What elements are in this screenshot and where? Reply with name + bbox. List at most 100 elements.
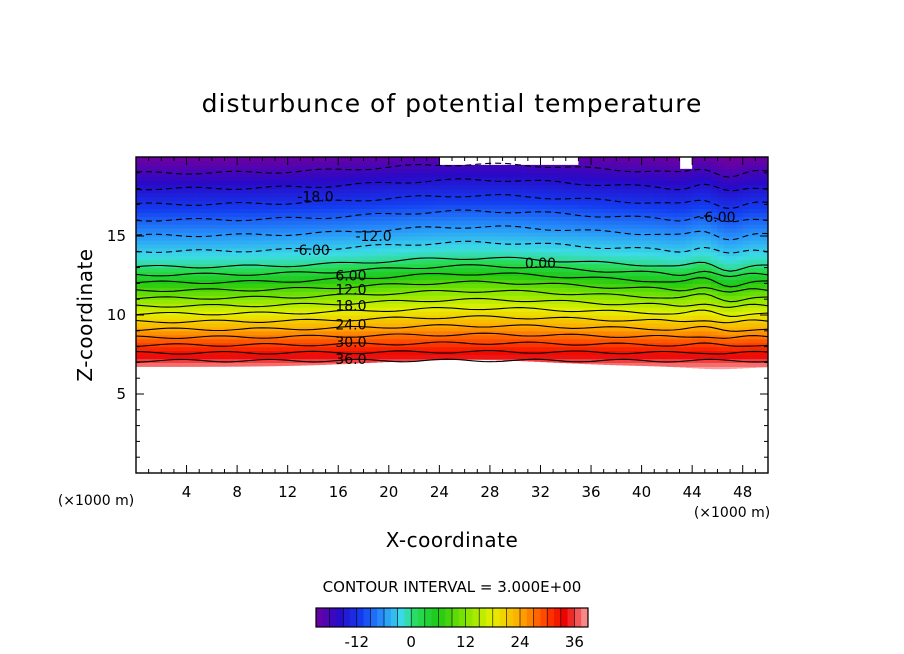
field-cell bbox=[224, 180, 232, 186]
field-cell bbox=[496, 168, 504, 174]
field-cell bbox=[388, 295, 396, 300]
field-cell bbox=[148, 236, 156, 241]
field-cell bbox=[521, 168, 529, 174]
field-cell bbox=[167, 204, 175, 209]
field-cell bbox=[559, 172, 567, 178]
field-cell bbox=[319, 204, 327, 209]
field-cell bbox=[211, 350, 219, 356]
field-cell bbox=[281, 303, 289, 308]
field-cell bbox=[730, 354, 737, 360]
field-cell bbox=[521, 228, 529, 233]
field-cell bbox=[521, 224, 529, 229]
field-cell bbox=[591, 338, 598, 344]
field-cell bbox=[262, 279, 270, 284]
field-cell bbox=[312, 334, 320, 340]
field-cell bbox=[527, 315, 535, 320]
field-cell bbox=[414, 354, 421, 360]
field-cell bbox=[186, 196, 194, 202]
field-cell bbox=[704, 184, 712, 190]
field-cell bbox=[154, 275, 162, 281]
field-cell bbox=[256, 362, 263, 367]
field-cell bbox=[603, 315, 611, 320]
field-cell bbox=[603, 236, 611, 241]
field-cell bbox=[591, 180, 598, 186]
field-cell bbox=[553, 354, 561, 360]
field-cell bbox=[224, 267, 232, 273]
field-cell bbox=[685, 275, 693, 281]
field-cell bbox=[610, 168, 617, 174]
field-cell bbox=[173, 275, 181, 281]
field-cell bbox=[211, 236, 219, 241]
field-cell bbox=[433, 259, 440, 265]
field-cell bbox=[527, 220, 535, 225]
field-cell bbox=[679, 228, 687, 233]
field-cell bbox=[148, 184, 156, 190]
field-cell bbox=[192, 192, 200, 198]
field-cell bbox=[281, 275, 289, 281]
field-cell bbox=[262, 342, 270, 348]
field-cell bbox=[395, 318, 403, 324]
field-cell bbox=[445, 172, 453, 178]
field-cell bbox=[730, 255, 737, 261]
field-cell bbox=[591, 172, 598, 178]
field-cell bbox=[515, 346, 523, 352]
field-cell bbox=[319, 275, 327, 281]
field-cell bbox=[230, 362, 238, 367]
field-cell bbox=[610, 247, 617, 253]
field-cell bbox=[414, 350, 421, 356]
field-cell bbox=[704, 216, 712, 221]
field-cell bbox=[635, 342, 643, 348]
field-cell bbox=[388, 279, 396, 284]
field-cell bbox=[527, 164, 535, 170]
field-cell bbox=[527, 224, 535, 229]
field-cell bbox=[464, 330, 472, 336]
field-cell bbox=[325, 307, 333, 312]
field-cell bbox=[148, 164, 156, 170]
field-cell bbox=[508, 350, 516, 356]
field-cell bbox=[237, 180, 245, 186]
field-cell bbox=[628, 322, 636, 328]
field-cell bbox=[325, 236, 333, 241]
field-cell bbox=[477, 232, 485, 237]
field-cell bbox=[180, 326, 188, 332]
field-cell bbox=[154, 338, 162, 344]
field-cell bbox=[300, 176, 308, 182]
field-cell bbox=[439, 318, 447, 324]
field-cell bbox=[496, 216, 504, 221]
field-cell bbox=[433, 318, 440, 324]
field-cell bbox=[376, 287, 384, 292]
field-cell bbox=[287, 275, 295, 281]
field-cell bbox=[357, 338, 365, 344]
field-cell bbox=[142, 220, 150, 225]
field-cell bbox=[673, 192, 681, 198]
field-cell bbox=[249, 283, 257, 288]
field-cell bbox=[433, 338, 440, 344]
field-cell bbox=[717, 168, 725, 174]
field-cell bbox=[578, 236, 586, 241]
field-cell bbox=[142, 247, 150, 253]
field-cell bbox=[281, 168, 289, 174]
field-cell bbox=[622, 295, 630, 300]
field-cell bbox=[376, 247, 384, 253]
field-cell bbox=[319, 212, 327, 217]
field-cell bbox=[262, 291, 270, 296]
field-cell bbox=[622, 192, 630, 198]
field-cell bbox=[407, 303, 415, 308]
field-cell bbox=[376, 243, 384, 249]
field-cell bbox=[584, 239, 592, 245]
field-cell bbox=[294, 172, 301, 178]
field-cell bbox=[414, 303, 421, 308]
field-cell bbox=[641, 196, 649, 202]
field-cell bbox=[483, 212, 491, 217]
field-cell bbox=[603, 172, 611, 178]
field-cell bbox=[154, 271, 162, 277]
field-cell bbox=[136, 326, 143, 332]
field-cell bbox=[502, 259, 510, 265]
field-cell bbox=[218, 200, 226, 205]
field-cell bbox=[685, 232, 693, 237]
field-cell bbox=[319, 283, 327, 288]
field-cell bbox=[610, 228, 617, 233]
field-cell bbox=[730, 160, 737, 166]
field-cell bbox=[433, 330, 440, 336]
field-cell bbox=[294, 307, 301, 312]
